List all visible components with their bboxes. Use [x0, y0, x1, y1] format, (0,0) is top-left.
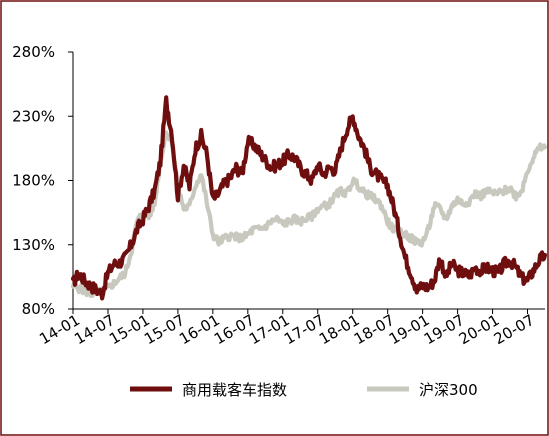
legend: 商用载客车指数 沪深300 — [130, 381, 478, 399]
legend-item-commercial-bus-index: 商用载客车指数 — [130, 381, 287, 399]
legend-item-csi300: 沪深300 — [367, 381, 478, 399]
y-tick-label: 280% — [12, 43, 55, 61]
legend-label: 沪深300 — [419, 381, 478, 399]
series-csi300-line — [70, 130, 548, 298]
legend-label: 商用载客车指数 — [182, 381, 287, 399]
y-tick-label: 180% — [12, 172, 55, 190]
y-tick-label: 80% — [22, 300, 55, 318]
x-axis: 14-0114-0715-0115-0716-0116-0717-0117-07… — [36, 308, 545, 348]
y-tick-label: 130% — [12, 236, 55, 254]
series-layer — [70, 95, 548, 301]
x-tick-label: 20-07 — [491, 311, 538, 348]
y-axis: 80% 130% 180% 230% 280% — [12, 43, 74, 318]
series-commercial-bus-index-line — [70, 95, 548, 301]
y-tick-label: 230% — [12, 107, 55, 125]
